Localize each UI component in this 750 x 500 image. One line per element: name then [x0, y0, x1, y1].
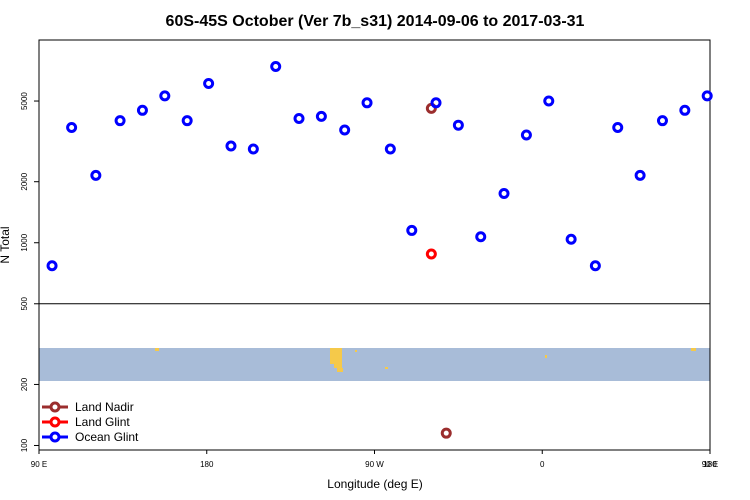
y-tick-label: 500	[20, 297, 29, 311]
point-ocean-glint	[114, 115, 126, 127]
x-tick-label: 90 W	[365, 460, 384, 469]
point-ocean-glint	[315, 110, 327, 122]
point-ocean-glint	[136, 104, 148, 116]
point-ocean-glint	[520, 129, 532, 141]
point-ocean-glint	[361, 97, 373, 109]
land-patch	[337, 368, 343, 372]
point-ocean-glint	[225, 140, 237, 152]
y-tick-label: 1000	[20, 233, 29, 251]
point-ocean-glint	[293, 113, 305, 125]
data-points	[46, 61, 713, 439]
y-axis: 100 200 500 1000 2000 5000	[20, 92, 39, 452]
point-ocean-glint	[589, 260, 601, 272]
legend-label: Land Nadir	[75, 400, 134, 414]
land-patch	[355, 350, 357, 352]
point-ocean-glint	[159, 90, 171, 102]
legend-marker	[49, 431, 61, 443]
y-tick-label: 2000	[20, 172, 29, 190]
land-patch	[545, 355, 547, 358]
legend-label: Land Glint	[75, 415, 130, 429]
point-ocean-glint	[46, 260, 58, 272]
y-axis-label: N Total	[0, 226, 12, 263]
land-patch	[330, 348, 342, 364]
y-tick-label: 5000	[20, 92, 29, 110]
y-tick-label: 200	[20, 377, 29, 391]
point-ocean-glint	[406, 224, 418, 236]
x-axis-label: Longitude (deg E)	[327, 477, 422, 491]
point-ocean-glint	[90, 169, 102, 181]
x-tick-label: 0	[540, 460, 545, 469]
legend-marker	[49, 416, 61, 428]
point-ocean-glint	[247, 143, 259, 155]
x-tick-label: 90 E	[31, 460, 47, 469]
point-ocean-glint	[612, 122, 624, 134]
point-land-glint	[425, 248, 437, 260]
point-ocean-glint	[66, 122, 78, 134]
plot-frame	[38, 39, 711, 451]
point-ocean-glint	[203, 78, 215, 90]
point-land-nadir	[440, 427, 452, 439]
point-ocean-glint	[679, 104, 691, 116]
point-ocean-glint	[543, 95, 555, 107]
land-patch	[691, 348, 696, 351]
land-patch	[385, 367, 388, 369]
y-tick-label: 100	[20, 438, 29, 452]
point-ocean-glint	[498, 187, 510, 199]
land-patch	[334, 362, 342, 368]
point-ocean-glint	[430, 97, 442, 109]
legend-label: Ocean Glint	[75, 430, 139, 444]
point-ocean-glint	[634, 169, 646, 181]
ocean-band	[39, 348, 710, 381]
x-tick-label: 180	[703, 460, 717, 469]
chart-title: 60S-45S October (Ver 7b_s31) 2014-09-06 …	[166, 13, 585, 30]
point-ocean-glint	[656, 115, 668, 127]
map-strip	[39, 348, 710, 381]
point-ocean-glint	[565, 233, 577, 245]
point-ocean-glint	[181, 115, 193, 127]
point-ocean-glint	[270, 61, 282, 73]
land-patch	[155, 348, 159, 351]
point-ocean-glint	[475, 231, 487, 243]
x-tick-label: 180	[200, 460, 214, 469]
point-ocean-glint	[384, 143, 396, 155]
legend-marker	[49, 401, 61, 413]
point-ocean-glint	[701, 90, 713, 102]
x-tick-label: 90 E	[702, 460, 718, 469]
point-ocean-glint	[452, 119, 464, 131]
point-ocean-glint	[339, 124, 351, 136]
